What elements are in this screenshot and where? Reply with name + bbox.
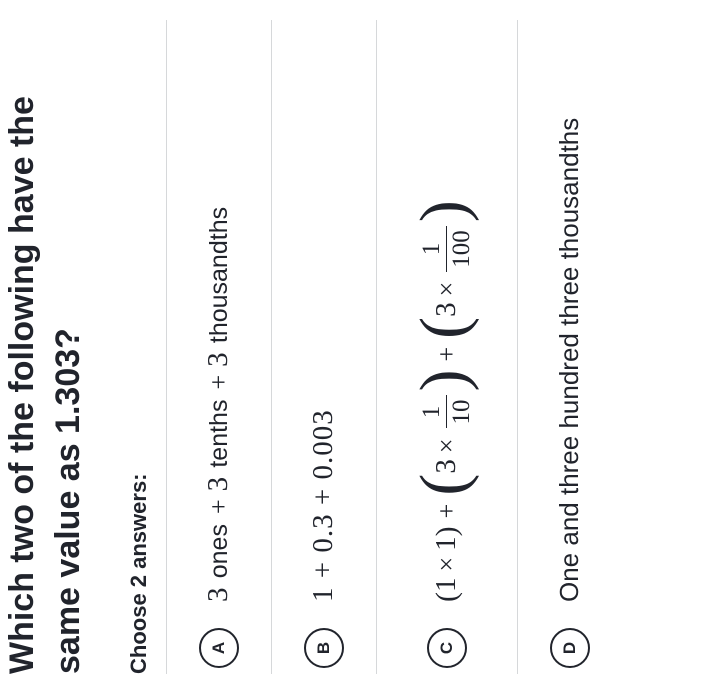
unit: ones — [204, 524, 234, 578]
fraction: 1 100 — [417, 226, 476, 272]
choice-C-content: ( 1 × 1 ) + ( 3 × 1 10 ) + ( 3 × 1 100 — [417, 200, 476, 602]
plus: + — [203, 375, 234, 390]
choice-B[interactable]: B 1 + 0.3 + 0.003 — [271, 20, 376, 674]
denominator: 10 — [447, 396, 476, 429]
choice-C[interactable]: C ( 1 × 1 ) + ( 3 × 1 10 ) + ( 3 × 1 — [376, 20, 517, 674]
num: 1 — [429, 578, 464, 593]
choice-D-content: One and three hundred three thousandths — [554, 118, 585, 602]
question-text: Which two of the following have the same… — [0, 20, 92, 674]
fraction: 1 10 — [417, 396, 476, 429]
num: 1 — [429, 536, 464, 551]
choice-A-content: 3 ones + 3 tenths + 3 thousandths — [201, 205, 236, 602]
times: × — [431, 282, 462, 297]
unit: tenths — [204, 400, 234, 468]
num: 3 — [201, 352, 236, 367]
choose-prompt: Choose 2 answers: — [126, 20, 152, 674]
numerator: 1 — [417, 239, 446, 260]
choice-A[interactable]: A 3 ones + 3 tenths + 3 thousandths — [166, 20, 271, 674]
denominator: 100 — [447, 226, 476, 272]
choice-D[interactable]: D One and three hundred three thousandth… — [517, 20, 622, 674]
choice-C-letter: C — [427, 628, 467, 668]
numerator: 1 — [417, 402, 446, 423]
plus: + — [431, 504, 462, 519]
choice-B-letter: B — [304, 628, 344, 668]
num: 3 — [201, 588, 236, 603]
num: 3 — [429, 302, 464, 317]
times: × — [431, 439, 462, 454]
choice-D-letter: D — [550, 628, 590, 668]
num: 3 — [429, 459, 464, 474]
choice-A-letter: A — [199, 628, 239, 668]
choice-B-content: 1 + 0.3 + 0.003 — [306, 409, 341, 602]
expr: 1 + 0.3 + 0.003 — [306, 409, 341, 602]
plus: + — [431, 347, 462, 362]
plus: + — [203, 499, 234, 514]
num: 3 — [201, 477, 236, 492]
unit: thousandths — [204, 207, 234, 343]
text: One and three hundred three thousandths — [554, 118, 585, 602]
times: × — [431, 557, 462, 572]
question-block: Which two of the following have the same… — [0, 0, 714, 694]
